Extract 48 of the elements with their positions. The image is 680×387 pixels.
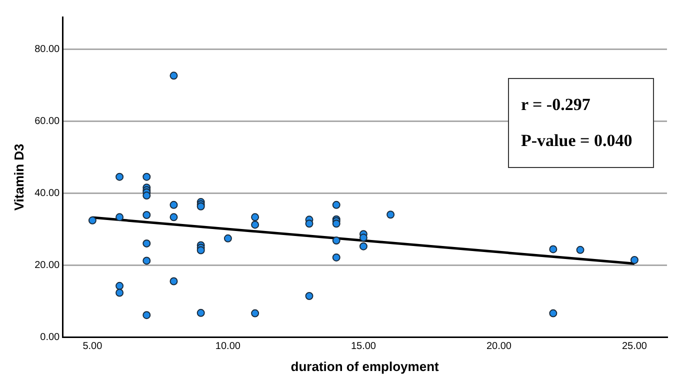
point [116,288,124,297]
point [251,220,260,229]
point [116,172,124,181]
point [196,246,205,254]
point [170,277,178,286]
annotation: r = -0.297 [521,94,592,116]
point [332,200,340,209]
x-tick-label: 5.00 [82,341,103,352]
point [116,282,124,290]
point [359,234,368,242]
x-tick-label: 15.00 [350,341,376,352]
point [142,211,151,219]
point [549,309,558,318]
point [142,239,151,248]
y-tick-label: 60.00 [34,116,60,128]
point [116,213,124,222]
point [332,253,340,262]
x-tick-label: 10.00 [215,341,241,352]
point [142,256,151,265]
y-axis-title: Vitamin D3 [11,144,26,211]
point [170,72,178,80]
point [170,213,178,222]
x-tick-label: 20.00 [486,341,512,352]
y-tick-label: 0.00 [40,332,60,344]
point [576,246,584,254]
point [142,172,151,181]
y-tick-label: 40.00 [34,188,60,200]
point [359,242,368,250]
y-tick-label: 80.00 [34,44,60,56]
annotation: P-value = 0.040 [521,130,634,152]
point [142,311,151,320]
point [386,210,395,219]
point [549,245,558,254]
point [332,220,340,228]
point [630,256,638,264]
point [142,192,151,200]
x-axis-title: duration of employment [290,358,440,374]
point [305,292,314,300]
point [332,236,340,245]
y-tick-label: 20.00 [34,260,60,272]
point [88,216,96,224]
point [305,220,314,228]
point [196,308,205,317]
point [251,213,260,222]
point [224,234,232,242]
x-tick-label: 25.00 [622,341,648,352]
point [170,200,178,209]
point [251,309,260,318]
